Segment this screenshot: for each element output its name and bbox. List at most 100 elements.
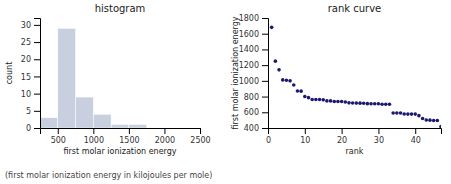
x-axis-tick: 20 [337,128,347,145]
y-axis-tick-label: 25 [21,38,31,47]
y-axis-tick-label: 30 [21,21,31,30]
point [314,98,318,102]
chart: 01020304040060080010001200140016001800ra… [231,3,443,156]
x-axis-tick-mark [93,128,94,134]
plot-area [40,28,147,128]
caption: (first molar ionization energy in kilojo… [5,171,212,180]
x-axis-tick-mark [305,128,306,134]
point [355,101,359,105]
y-axis-tick-label: 0 [26,124,31,133]
x-axis-tick: 1500 [119,128,139,145]
x-axis-tick-label: 40 [411,136,421,145]
point [428,118,432,122]
point [439,125,441,128]
x-axis-tick-mark [378,128,379,134]
point [410,112,414,116]
x-axis-line [269,129,442,135]
y-axis-tick: 20 [21,55,40,64]
x-axis-tick-mark [164,128,165,134]
point [277,68,281,72]
y-axis-tick: 5 [26,107,40,116]
point [321,98,325,102]
bar [58,28,76,128]
x-axis-tick-mark [415,128,416,134]
point [391,111,395,115]
y-axis-tick: 30 [21,21,40,30]
point [274,59,278,63]
x-axis-tick-label: 30 [374,136,384,145]
y-axis-tick: 15 [21,72,40,81]
point [318,98,322,102]
y-axis-tick: 400 [244,124,268,133]
x-axis-tick-label: 2000 [155,136,175,145]
y-axis-tick-mark [262,34,268,35]
figure: 5001000150020002500051015202530histogram… [0,0,451,184]
x-axis-tick: 500 [51,128,66,145]
y-axis-tick-mark [262,112,268,113]
x-axis-tick: 2000 [155,128,175,145]
y-axis-tick-label: 400 [244,124,259,133]
point [307,96,311,100]
chart-title: histogram [95,3,146,14]
x-axis-tick: 0 [266,128,271,145]
y-axis-tick: 1600 [239,30,268,39]
y-axis-tick: 1400 [239,45,268,54]
y-axis-line [262,19,269,129]
point [303,95,307,99]
bar [129,125,147,128]
point [377,102,381,106]
point [292,83,296,87]
y-axis-tick-label: 10 [21,90,31,99]
y-axis-tick: 25 [21,38,40,47]
y-axis-tick-mark [34,76,40,77]
y-axis-tick: 10 [21,90,40,99]
y-axis-tick: 0 [26,124,40,133]
point [358,101,362,105]
x-axis: 0 10 20 30 40 [266,128,442,145]
y-axis-tick-label: 800 [244,93,259,102]
y-axis: 0 5 10 15 20 25 30 [21,19,41,134]
x-axis-tick-mark [129,128,130,134]
point [336,100,340,104]
point [369,102,373,106]
x-axis-tick: 10 [300,128,310,145]
point [281,78,285,82]
y-axis-tick-label: 1400 [239,45,259,54]
point [373,102,377,106]
point [285,78,289,82]
y-axis-tick-mark [34,128,40,129]
y-axis-tick-label: 1600 [239,30,259,39]
point [299,89,303,93]
y-axis-tick-mark [34,94,40,95]
point [366,102,370,106]
x-axis-tick-label: 0 [266,136,271,145]
y-axis-tick-mark [262,65,268,66]
point [424,118,428,122]
point [362,101,366,105]
point [436,119,440,123]
x-axis-line [41,129,201,135]
y-axis-tick-label: 1200 [239,61,259,70]
y-axis-tick-mark [262,49,268,50]
y-axis-tick: 800 [244,93,268,102]
x-axis-tick-label: 500 [51,136,66,145]
bar [164,128,182,129]
point [325,99,329,103]
point [380,102,384,106]
x-axis-tick: 30 [374,128,384,145]
bar [76,97,94,128]
y-axis-tick: 1200 [239,61,268,70]
y-axis-tick: 600 [244,108,268,117]
y-axis-tick-mark [262,18,268,19]
chart-title: rank curve [328,3,382,14]
bar [40,118,58,128]
bar [93,114,111,128]
x-axis-tick-mark [58,128,59,134]
point [421,117,425,121]
plot-area [270,26,441,128]
point [399,111,403,115]
x-axis-tick-label: 20 [337,136,347,145]
y-axis-tick-label: 1800 [239,14,259,23]
point [402,112,406,116]
y-axis-tick-mark [34,42,40,43]
